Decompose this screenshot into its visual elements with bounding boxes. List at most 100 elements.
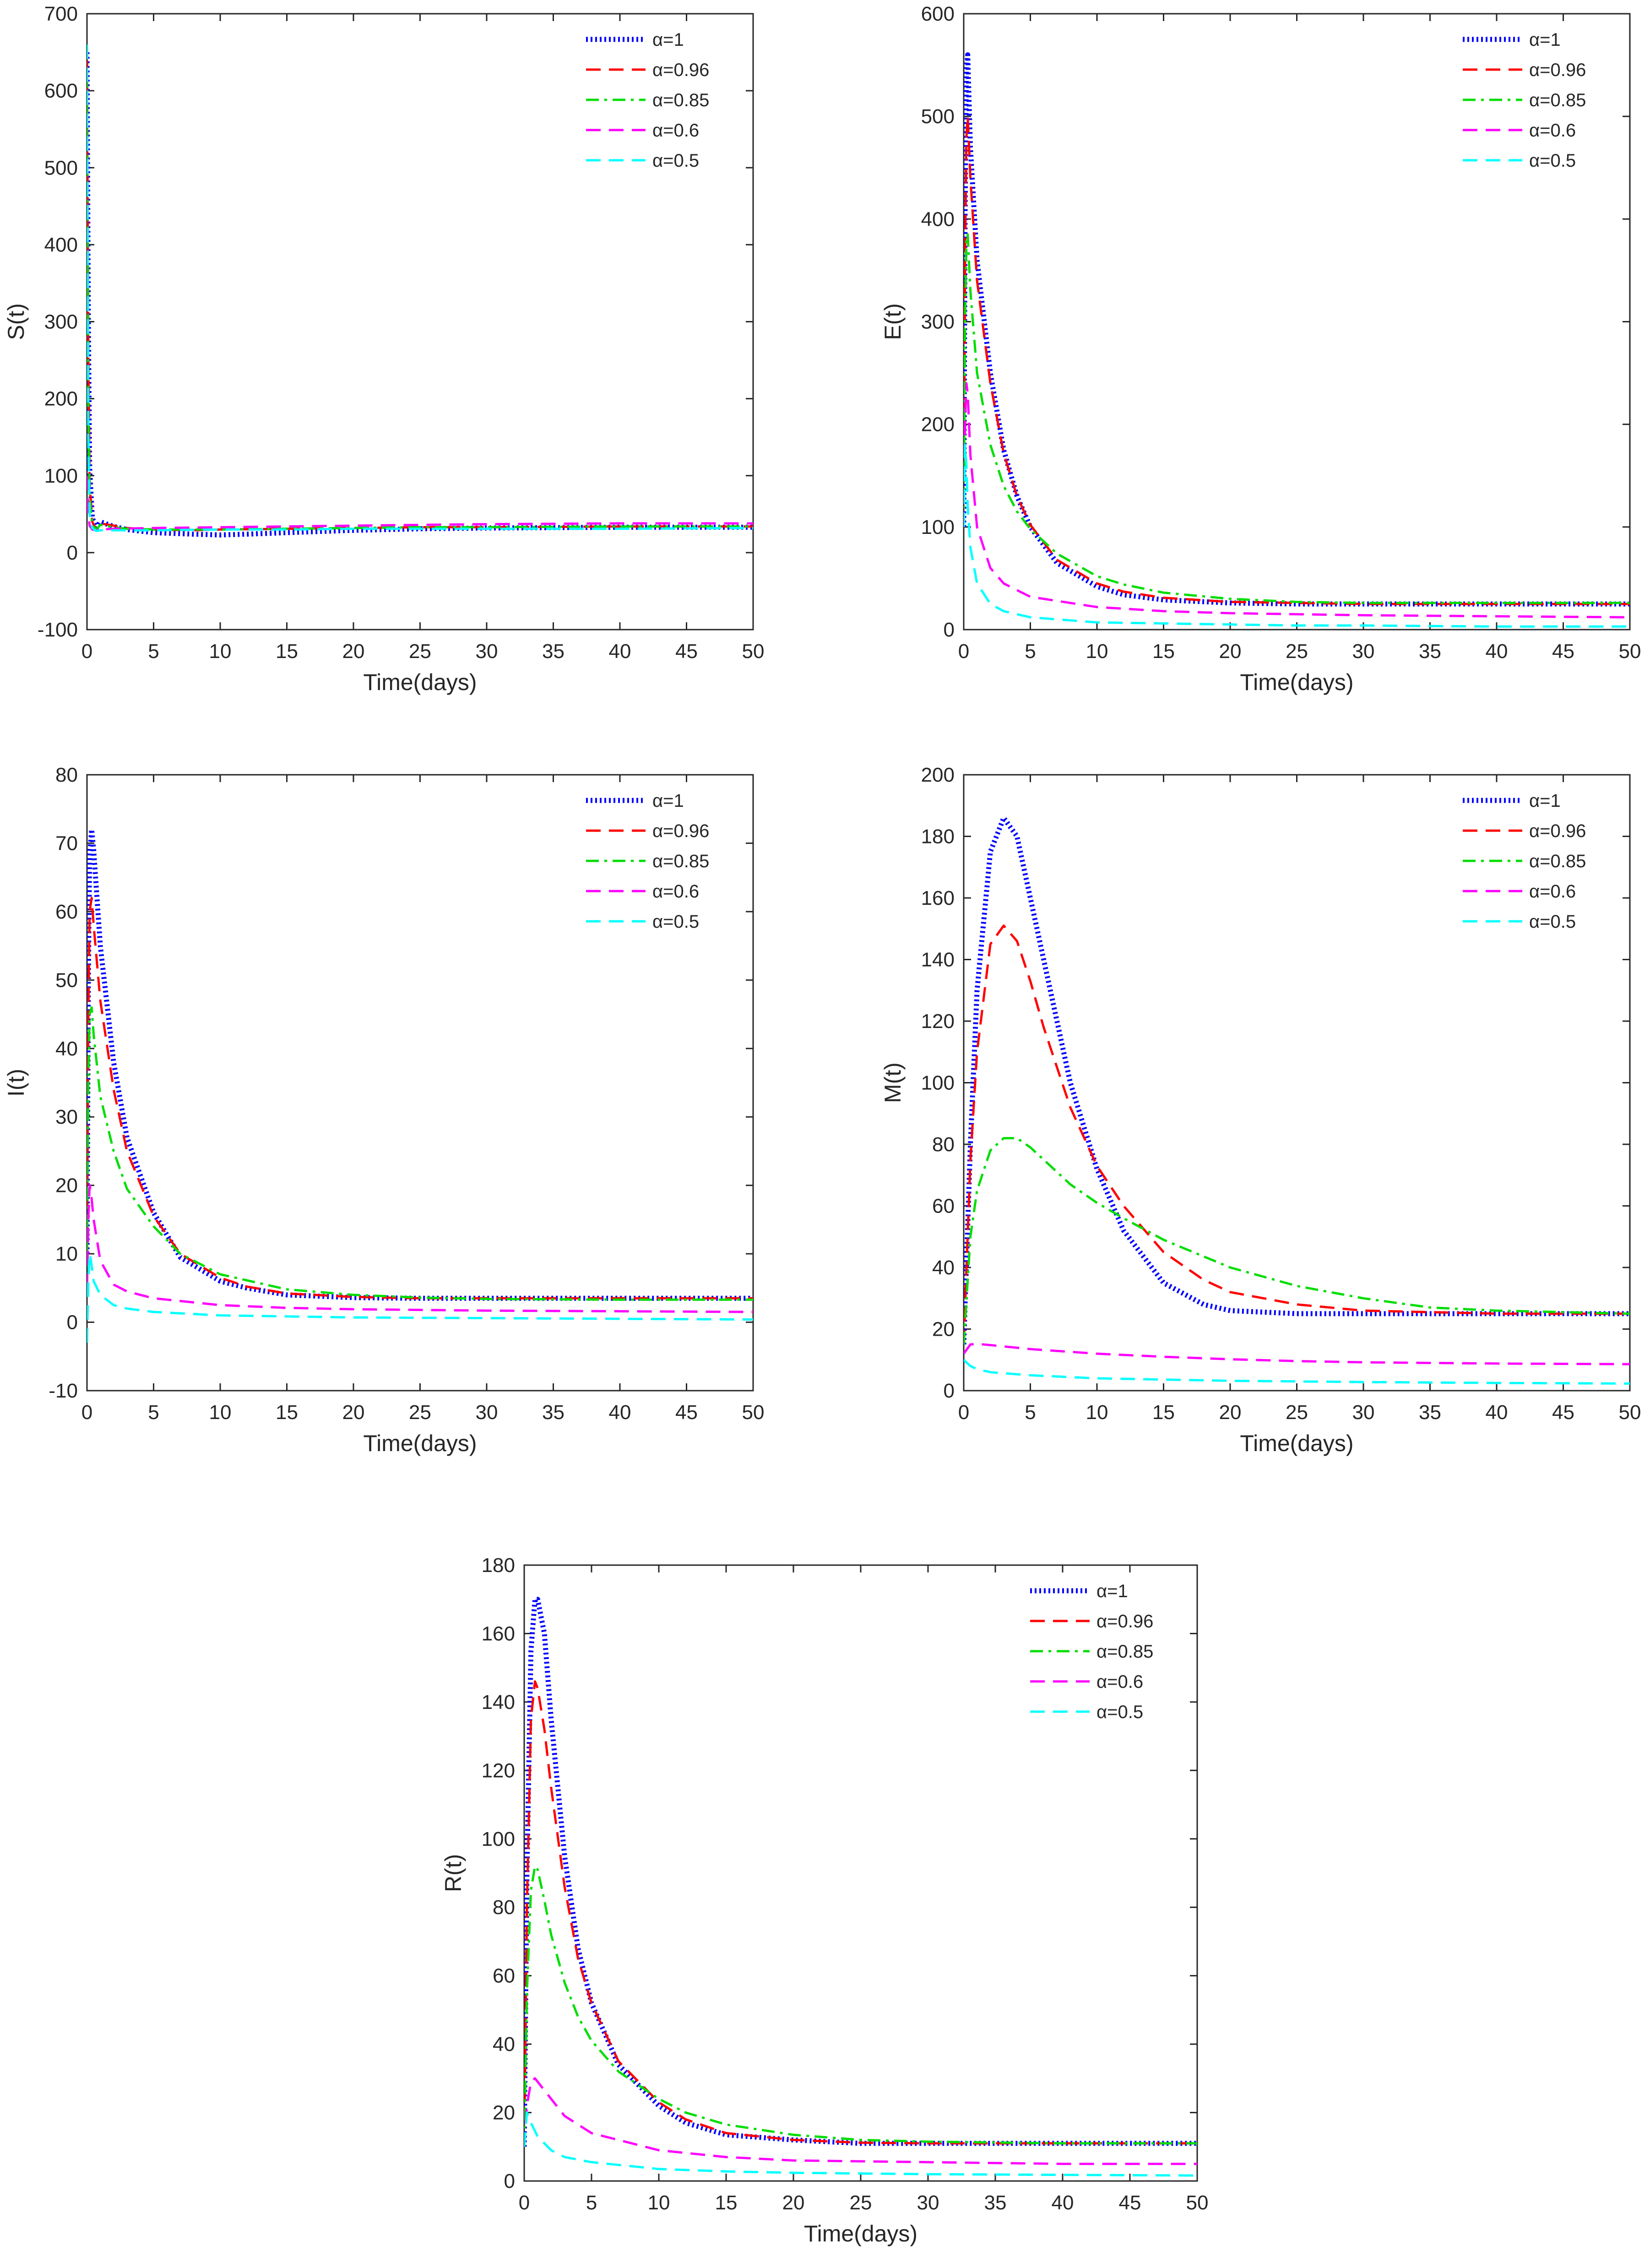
series-line	[87, 1006, 753, 1301]
series-line	[87, 52, 753, 538]
x-tick-label: 35	[1419, 1401, 1441, 1424]
x-axis-label: Time(days)	[804, 2221, 917, 2246]
legend-label: α=0.5	[1096, 1702, 1143, 1722]
y-axis-label: E(t)	[880, 303, 906, 340]
y-tick-label: 200	[921, 413, 955, 436]
y-tick-label: 700	[44, 3, 78, 25]
x-tick-label: 5	[586, 2192, 597, 2214]
x-tick-label: 5	[148, 640, 159, 663]
y-tick-label: 120	[921, 1010, 955, 1033]
y-tick-label: 20	[55, 1175, 78, 1197]
y-axis-label: I(t)	[3, 1069, 29, 1097]
y-axis-label: R(t)	[440, 1854, 466, 1892]
legend-label: α=0.6	[652, 120, 699, 141]
series-group	[524, 1597, 1197, 2177]
y-tick-label: 100	[44, 465, 78, 487]
x-tick-label: 15	[715, 2192, 738, 2214]
x-tick-label: 25	[409, 640, 431, 663]
y-axis-label: M(t)	[880, 1062, 906, 1103]
x-tick-label: 40	[609, 1401, 631, 1424]
x-tick-label: 0	[81, 640, 92, 663]
x-tick-label: 0	[519, 2192, 530, 2214]
series-line	[524, 2111, 1197, 2177]
y-tick-label: 300	[44, 311, 78, 333]
x-tick-label: 15	[276, 640, 298, 663]
y-tick-label: 0	[67, 542, 78, 564]
series-group	[87, 44, 753, 538]
x-tick-label: 20	[1219, 640, 1242, 663]
series-line	[964, 925, 1630, 1345]
x-tick-label: 35	[984, 2192, 1007, 2214]
y-tick-label: 30	[55, 1106, 78, 1128]
legend-label: α=0.6	[1529, 881, 1576, 902]
x-tick-label: 10	[209, 1401, 232, 1424]
x-tick-label: 50	[1186, 2192, 1209, 2214]
chart-panel: 0 5 10 15 20 25 30 35 40 45 500100200300400500600T…	[880, 3, 1641, 695]
x-tick-label: 45	[675, 1401, 698, 1424]
y-tick-label: 40	[932, 1256, 955, 1279]
legend: α=1 α=0.96 α=0.85 α=0.6 α=0.5	[1463, 791, 1586, 932]
y-tick-label: 400	[44, 234, 78, 256]
series-line	[87, 44, 753, 533]
x-axis-label: Time(days)	[1240, 669, 1353, 695]
y-tick-label: -100	[38, 619, 78, 641]
x-tick-label: 35	[542, 640, 564, 663]
x-tick-label: 0	[958, 1401, 969, 1424]
legend-label: α=0.85	[1529, 851, 1586, 871]
legend-label: α=0.5	[1529, 912, 1576, 932]
y-axis-label: S(t)	[3, 303, 29, 340]
series-line	[524, 2077, 1197, 2165]
legend-label: α=1	[1529, 30, 1561, 50]
x-tick-label: 40	[1486, 640, 1508, 663]
y-tick-label: 0	[67, 1311, 78, 1334]
legend-label: α=0.85	[652, 851, 709, 871]
x-tick-label: 15	[1152, 1401, 1175, 1424]
x-tick-label: 45	[1552, 640, 1574, 663]
legend-label: α=1	[652, 30, 684, 50]
x-tick-label: 0	[81, 1401, 92, 1424]
x-tick-label: 20	[782, 2192, 805, 2214]
x-tick-label: 10	[648, 2192, 670, 2214]
series-line	[964, 1359, 1630, 1385]
y-tick-label: 200	[44, 388, 78, 410]
y-tick-label: 100	[482, 1828, 515, 1850]
y-tick-label: 0	[944, 1380, 955, 1402]
y-tick-label: 60	[55, 901, 78, 923]
x-tick-label: 5	[148, 1401, 159, 1424]
series-line	[524, 1865, 1197, 2147]
y-tick-label: 0	[504, 2170, 515, 2192]
x-tick-label: 25	[409, 1401, 431, 1424]
x-tick-label: 50	[742, 640, 765, 663]
series-line	[964, 444, 1630, 628]
series-line	[964, 233, 1630, 604]
y-tick-label: 0	[944, 619, 955, 641]
y-tick-label: 80	[55, 764, 78, 786]
x-tick-label: 20	[1219, 1401, 1242, 1424]
legend-label: α=0.96	[1096, 1611, 1153, 1632]
x-tick-label: 5	[1025, 1401, 1036, 1424]
y-tick-label: 120	[482, 1759, 515, 1782]
y-tick-label: 100	[921, 516, 955, 538]
y-tick-label: 10	[55, 1243, 78, 1265]
x-tick-label: 30	[476, 1401, 498, 1424]
plot-area	[963, 774, 1631, 1392]
x-tick-label: 5	[1025, 640, 1036, 663]
x-tick-label: 35	[1419, 640, 1441, 663]
y-tick-label: 160	[482, 1622, 515, 1645]
y-tick-label: 50	[55, 969, 78, 991]
x-tick-label: 35	[542, 1401, 564, 1424]
series-group	[964, 52, 1630, 628]
legend-label: α=0.96	[652, 60, 709, 80]
y-tick-label: 60	[932, 1195, 955, 1218]
x-axis-label: Time(days)	[1240, 1430, 1353, 1456]
x-tick-label: 15	[276, 1401, 298, 1424]
legend-label: α=0.96	[1529, 821, 1586, 841]
y-tick-label: 40	[55, 1038, 78, 1060]
series-line	[964, 382, 1630, 619]
y-tick-label: 300	[921, 311, 955, 333]
x-tick-label: 50	[742, 1401, 765, 1424]
y-tick-label: 100	[921, 1072, 955, 1094]
y-tick-label: 200	[921, 764, 955, 786]
x-axis-label: Time(days)	[363, 669, 477, 695]
x-tick-label: 50	[1619, 1401, 1641, 1424]
